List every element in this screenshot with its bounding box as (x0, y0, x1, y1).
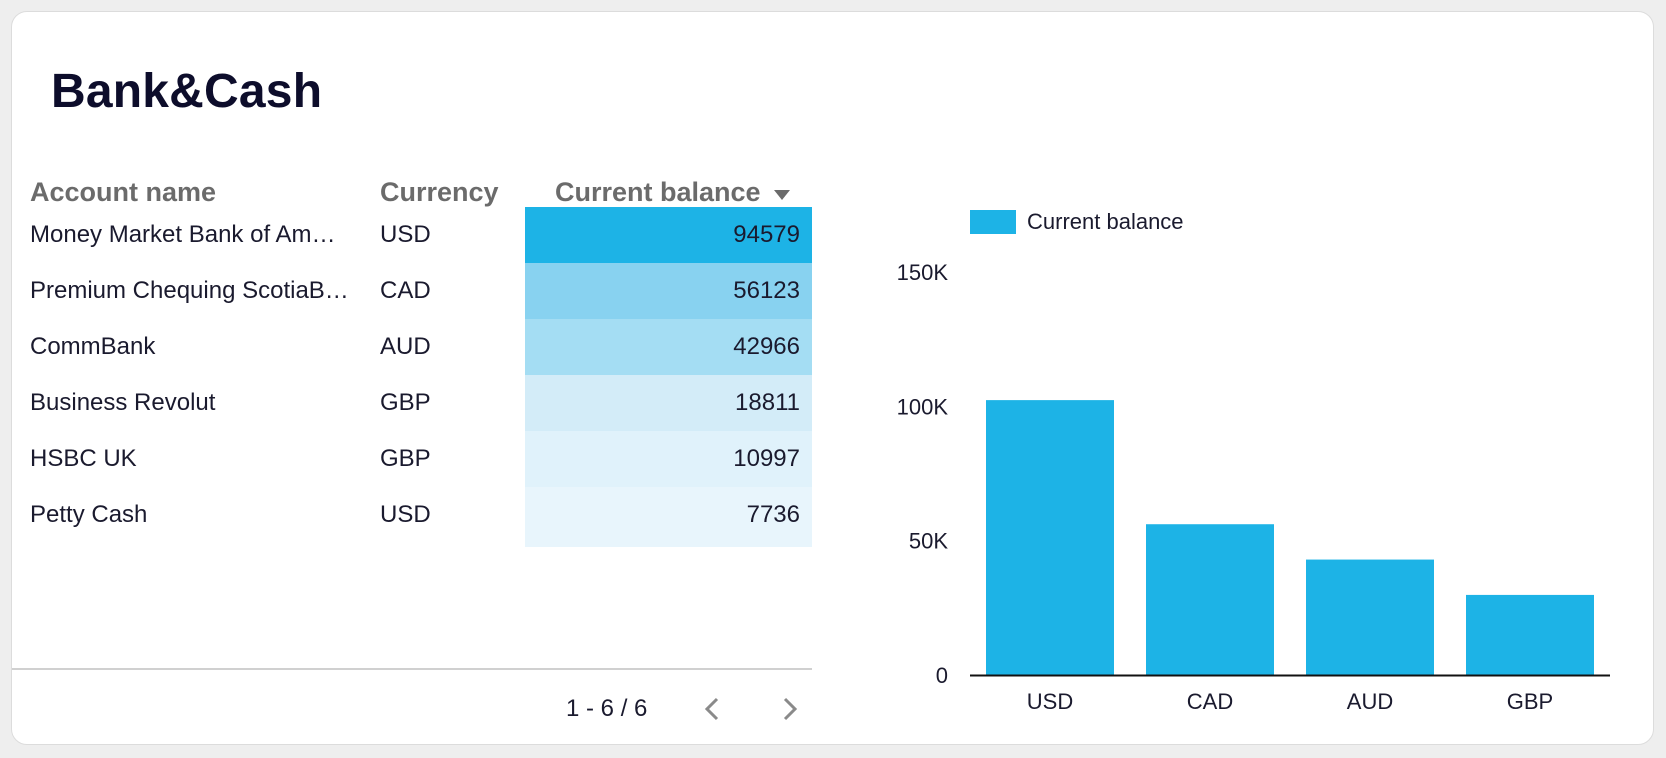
cell-currency: USD (380, 221, 431, 248)
x-tick-label: GBP (1507, 689, 1553, 714)
bar-gbp[interactable] (1466, 594, 1594, 675)
cell-currency: GBP (380, 445, 431, 472)
y-tick-label: 50K (909, 529, 948, 554)
column-header-current-balance-label: Current balance (555, 177, 761, 207)
column-header-currency[interactable]: Currency (380, 177, 499, 207)
cell-current-balance: 94579 (525, 207, 812, 267)
next-page-button[interactable] (772, 692, 806, 726)
y-tick-label: 0 (936, 663, 948, 688)
triangle-down-icon[interactable] (774, 190, 790, 200)
table-row[interactable]: Money Market Bank of Am… USD 94579 (12, 207, 812, 267)
cell-account-name: Money Market Bank of Am… (30, 221, 336, 248)
previous-page-button[interactable] (696, 692, 730, 726)
column-header-account-name[interactable]: Account name (30, 177, 217, 207)
card-title: Bank&Cash (51, 65, 323, 118)
bar-aud[interactable] (1306, 559, 1434, 675)
column-header-current-balance[interactable]: Current balance (555, 177, 810, 208)
chart-canvas: 0 50K 100K 150K USD CAD AUD GBP (897, 260, 1610, 714)
x-tick-label: CAD (1187, 689, 1233, 714)
cell-current-balance: 56123 (525, 263, 812, 323)
table-divider (12, 668, 812, 670)
chevron-right-icon (783, 697, 798, 721)
cell-current-balance: 18811 (525, 375, 812, 435)
y-tick-label: 150K (897, 260, 949, 285)
cell-account-name: Business Revolut (30, 389, 216, 416)
table-row[interactable]: CommBank AUD 42966 (12, 319, 812, 379)
cell-account-name: Petty Cash (30, 501, 148, 528)
cell-account-name: HSBC UK (30, 445, 137, 472)
legend-swatch (970, 210, 1016, 234)
bank-cash-card: Bank&Cash Account name Currency Current … (11, 11, 1654, 745)
legend-label: Current balance (1027, 209, 1184, 234)
cell-currency: AUD (380, 333, 431, 360)
table-row[interactable]: Petty Cash USD 7736 (12, 487, 812, 547)
table-row[interactable]: Business Revolut GBP 18811 (12, 375, 812, 435)
cell-current-balance: 10997 (525, 431, 812, 491)
cell-current-balance: 42966 (525, 319, 812, 379)
cell-account-name: CommBank (30, 333, 156, 360)
y-tick-label: 100K (897, 394, 949, 419)
cell-currency: CAD (380, 277, 431, 304)
x-tick-label: AUD (1347, 689, 1393, 714)
pagination-text: 1 - 6 / 6 (566, 695, 648, 722)
cell-currency: USD (380, 501, 431, 528)
x-tick-label: USD (1027, 689, 1073, 714)
table-row[interactable]: Premium Chequing ScotiaB… CAD 56123 (12, 263, 812, 323)
bar-cad[interactable] (1146, 524, 1274, 675)
chevron-left-icon (704, 697, 719, 721)
balance-bar-chart: Current balance 0 50K 100K 150K USD CAD AUD GBP (842, 192, 1622, 732)
bar-usd[interactable] (986, 400, 1114, 675)
cell-currency: GBP (380, 389, 431, 416)
cell-current-balance: 7736 (525, 487, 812, 547)
table-row[interactable]: HSBC UK GBP 10997 (12, 431, 812, 491)
cell-account-name: Premium Chequing ScotiaB… (30, 277, 349, 304)
